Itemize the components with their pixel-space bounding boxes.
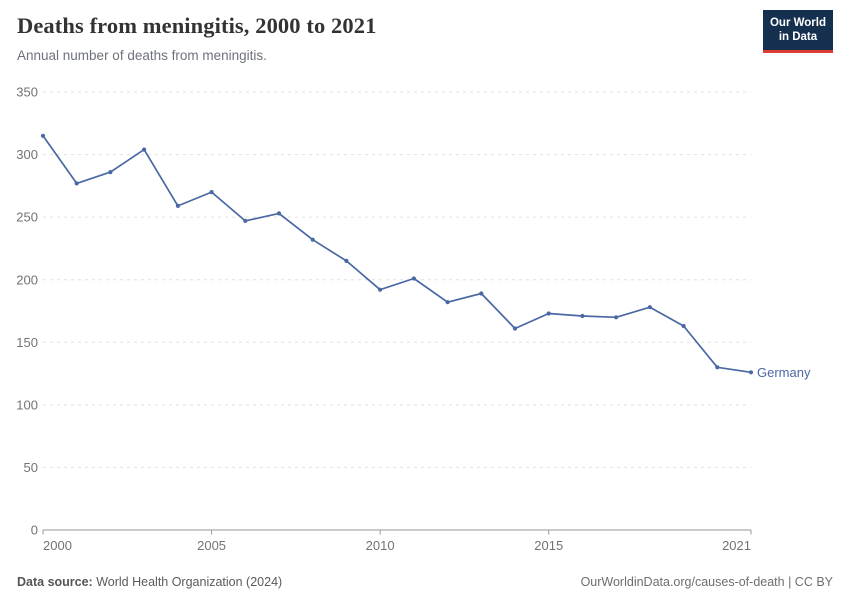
credit-line: OurWorldinData.org/causes-of-death | CC … [580, 575, 833, 589]
y-axis-tick-label: 100 [16, 397, 38, 412]
x-axis-tick-label: 2005 [197, 538, 226, 553]
data-point-marker [175, 203, 180, 208]
data-point-marker [445, 300, 450, 305]
data-source-value: World Health Organization (2024) [96, 575, 283, 589]
data-point-marker [108, 170, 113, 175]
data-point-marker [715, 365, 720, 370]
y-axis-tick-label: 0 [31, 523, 38, 538]
x-axis-tick-label: 2021 [722, 538, 751, 553]
data-point-marker [411, 276, 416, 281]
data-point-marker [243, 218, 248, 223]
y-axis-tick-label: 50 [24, 460, 38, 475]
y-axis-tick-label: 200 [16, 272, 38, 287]
data-point-marker [614, 315, 619, 320]
data-source-label: Data source: [17, 575, 93, 589]
x-axis-tick-label: 2010 [366, 538, 395, 553]
data-point-marker [209, 190, 214, 195]
chart-subtitle: Annual number of deaths from meningitis. [17, 48, 267, 63]
data-point-marker [748, 370, 754, 375]
data-point-marker [479, 291, 484, 296]
data-point-marker [512, 326, 518, 331]
chart-footer: Data source: World Health Organization (… [17, 575, 833, 589]
data-point-marker [142, 147, 147, 152]
owid-logo-text-line2: in Data [778, 31, 818, 44]
y-axis-tick-label: 250 [16, 210, 38, 225]
data-point-marker [344, 258, 349, 263]
data-point-marker [74, 181, 79, 186]
data-point-marker [378, 287, 383, 292]
page-title: Deaths from meningitis, 2000 to 2021 [17, 13, 377, 38]
y-axis-tick-label: 150 [16, 335, 38, 350]
y-axis-tick-label: 300 [16, 147, 38, 162]
data-point-marker [580, 313, 585, 319]
x-axis-tick-label: 2015 [534, 538, 563, 553]
x-axis-tick-label: 2000 [43, 538, 72, 553]
data-point-marker [310, 237, 315, 242]
data-point-marker [276, 211, 282, 216]
data-point-marker [40, 133, 46, 138]
chart-header: Deaths from meningitis, 2000 to 2021 Ann… [17, 12, 757, 65]
data-point-marker [681, 323, 686, 329]
data-point-marker [647, 305, 653, 310]
owid-logo-text-line1: Our World [769, 17, 826, 29]
series-entity-label: Germany [757, 365, 811, 380]
data-source-note: Data source: World Health Organization (… [17, 575, 282, 589]
data-point-marker [546, 311, 551, 316]
series-line [42, 134, 752, 374]
owid-logo[interactable]: Our World in Data [762, 10, 833, 53]
y-axis-tick-label: 350 [16, 85, 38, 100]
line-chart-canvas[interactable]: 0 50 100 150 200 250 300 350 2000 2005 2010 2015 202… [0, 82, 850, 562]
